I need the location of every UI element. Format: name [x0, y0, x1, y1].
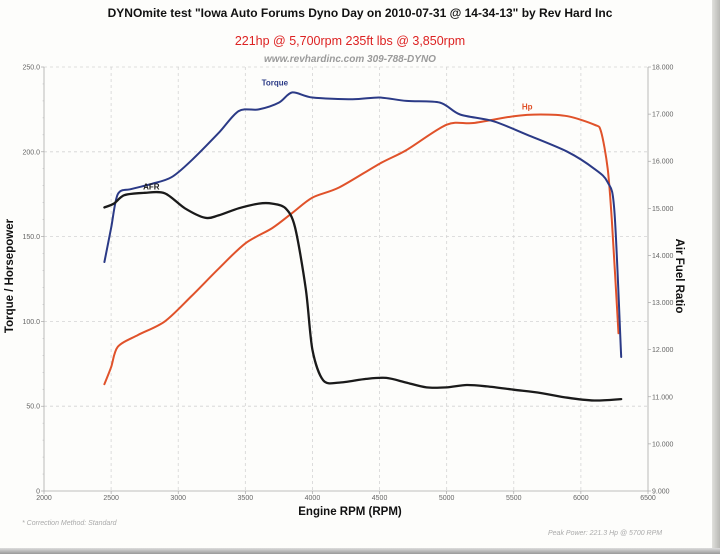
x-tick-label: 6000 — [573, 495, 589, 502]
series-line-afr — [103, 190, 623, 402]
axes — [41, 66, 651, 494]
y-tick-label-left: 100.0 — [22, 319, 40, 326]
y-tick-label-right: 18.000 — [652, 65, 674, 72]
series-label-afr: AFR — [143, 182, 160, 191]
y-tick-label-right: 11.000 — [652, 394, 673, 401]
y-tick-label-left: 0 — [36, 489, 40, 496]
page-bottom-edge — [0, 548, 720, 554]
y-tick-label-right: 10.000 — [652, 441, 674, 448]
y-tick-label-right: 16.000 — [652, 159, 674, 166]
x-tick-label: 2500 — [103, 495, 119, 502]
series-labels: Torque Hp AFR — [143, 79, 532, 192]
y-tick-label-right: 17.000 — [652, 112, 674, 119]
y-tick-label-left: 250.0 — [22, 65, 40, 72]
series-label-hp: Hp — [522, 102, 533, 111]
x-tick-label: 2000 — [36, 495, 52, 502]
x-tick-label: 5000 — [439, 495, 455, 502]
x-axis-label: Engine RPM (RPM) — [298, 506, 402, 518]
y-tick-label-left: 200.0 — [22, 149, 40, 156]
watermark-text: www.revhardinc.com 309-788-DYNO — [264, 54, 436, 65]
series-line-hp — [103, 113, 620, 386]
correction-method-note: * Correction Method: Standard — [22, 520, 117, 527]
series-line-torque — [103, 91, 623, 358]
y-tick-label-right: 15.000 — [652, 206, 674, 213]
x-tick-label: 3500 — [238, 495, 254, 502]
chart-title: DYNOmite test "Iowa Auto Forums Dyno Day… — [107, 6, 613, 20]
x-tick-label: 4000 — [305, 495, 321, 502]
y-tick-label-right: 9.000 — [652, 489, 670, 496]
y-tick-label-left: 150.0 — [22, 234, 40, 241]
grid-lines — [44, 66, 648, 491]
series-label-torque: Torque — [262, 79, 289, 88]
peak-power-note: Peak Power: 221.3 Hp @ 5700 RPM — [548, 530, 663, 537]
page-edge-shadow — [712, 0, 720, 554]
y-tick-label-right: 13.000 — [652, 300, 674, 307]
y-tick-label-left: 50.0 — [26, 404, 40, 411]
chart-subtitle: 221hp @ 5,700rpm 235ft lbs @ 3,850rpm — [234, 34, 466, 48]
tick-labels: 2000 2500 3000 3500 4000 4500 5000 5500 6000 6500… — [22, 65, 673, 503]
y-tick-label-right: 12.000 — [652, 347, 674, 354]
series-lines — [103, 91, 623, 402]
x-tick-label: 4500 — [372, 495, 388, 502]
x-tick-label: 6500 — [640, 495, 656, 502]
x-tick-label: 5500 — [506, 495, 522, 502]
x-tick-label: 3000 — [170, 495, 186, 502]
y-tick-label-right: 14.000 — [652, 253, 674, 260]
